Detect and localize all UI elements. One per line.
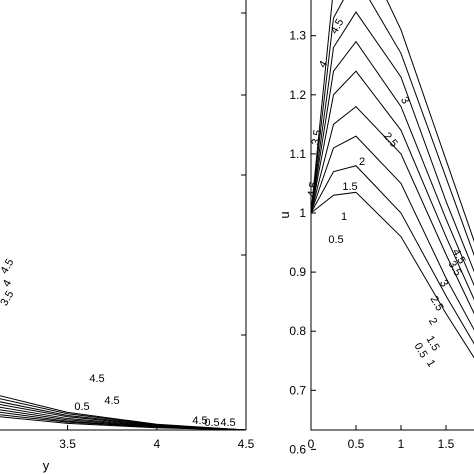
left-x-tick-label: 4 — [153, 437, 160, 451]
right-panel: 4.544.53.532.521.510.54.53.532.521.510.5… — [277, 0, 474, 457]
left-series-line-2 — [0, 411, 247, 431]
left-panel: 4.543.54.50.54.54.50.54.5 22.533.544.5 y — [0, 0, 255, 473]
right-curves — [310, 0, 474, 359]
left-ticks: 22.533.544.5 — [59, 12, 255, 451]
left-x-axis-label: y — [43, 458, 50, 473]
right-curve-label: 2.5 — [381, 130, 400, 149]
right-curve-label: 1.5 — [342, 181, 357, 193]
right-curve-label: 1 — [341, 211, 347, 223]
left-series-line-5 — [0, 403, 247, 431]
right-series-line-5 — [310, 40, 474, 287]
left-curve-label: 4.5 — [104, 395, 119, 407]
right-series-line-8 — [310, 0, 474, 243]
right-series-line-2 — [310, 135, 474, 331]
right-series-line-7 — [310, 0, 474, 257]
right-axes-frame — [310, 0, 474, 431]
left-x-tick-label: 4.5 — [238, 437, 255, 451]
right-y-tick-label: 1.3 — [289, 29, 306, 43]
left-curve-label: 4.5 — [192, 415, 207, 427]
left-curve-label: 0.5 — [204, 417, 219, 429]
right-curve-label: 2.5 — [428, 294, 446, 313]
right-curve-label: 4.5 — [306, 181, 320, 198]
right-ticks: 0.60.70.80.911.11.21.31.400.511.522.5 — [289, 29, 455, 457]
right-series-line-1 — [310, 165, 474, 345]
left-curve-label: 4.5 — [220, 417, 235, 429]
right-series-line-3 — [310, 105, 474, 315]
left-curve-label: 4 — [1, 278, 14, 289]
right-series-line-6 — [310, 11, 474, 273]
left-curves — [0, 395, 247, 431]
right-y-tick-label: 1 — [299, 206, 306, 220]
right-x-tick-label: 0 — [308, 437, 315, 451]
left-curve-label: 4.5 — [89, 373, 104, 385]
right-curve-label: 0.5 — [328, 234, 343, 246]
left-curve-label: 0.5 — [74, 401, 89, 413]
right-y-tick-label: 1.2 — [289, 88, 306, 102]
left-curve-label: 4.5 — [0, 257, 16, 276]
right-series-line-4 — [310, 70, 474, 301]
right-curve-label: 1 — [424, 358, 437, 369]
left-series-line-7 — [0, 398, 247, 431]
right-curve-label: 3 — [437, 278, 450, 289]
right-y-axis-label: u — [277, 211, 292, 218]
right-x-tick-label: 1.5 — [438, 437, 455, 451]
right-curve-label: 2 — [359, 156, 365, 168]
left-series-line-6 — [0, 401, 247, 431]
right-y-tick-label: 0.7 — [289, 383, 306, 397]
right-curve-label: 2 — [426, 316, 439, 327]
left-curve-label: 3.5 — [0, 289, 16, 308]
right-curve-label: 3.5 — [310, 129, 324, 146]
right-curve-label: 3 — [398, 95, 411, 106]
left-series-line-4 — [0, 406, 247, 431]
right-x-tick-label: 1 — [398, 437, 405, 451]
left-series-line-3 — [0, 409, 247, 431]
right-x-tick-label: 0.5 — [348, 437, 365, 451]
right-curve-label: 4 — [317, 59, 330, 70]
left-x-tick-label: 3.5 — [59, 437, 76, 451]
right-y-tick-label: 0.8 — [289, 324, 306, 338]
right-y-tick-label: 0.6 — [289, 442, 306, 456]
right-curve-label: 4.5 — [328, 17, 346, 36]
right-y-tick-label: 0.9 — [289, 265, 306, 279]
right-series-line-0 — [310, 191, 474, 359]
left-series-line-8 — [0, 395, 247, 431]
right-y-tick-label: 1.1 — [289, 147, 306, 161]
left-curve-labels: 4.543.54.50.5 4.54.50.5 4.5 — [0, 257, 236, 429]
